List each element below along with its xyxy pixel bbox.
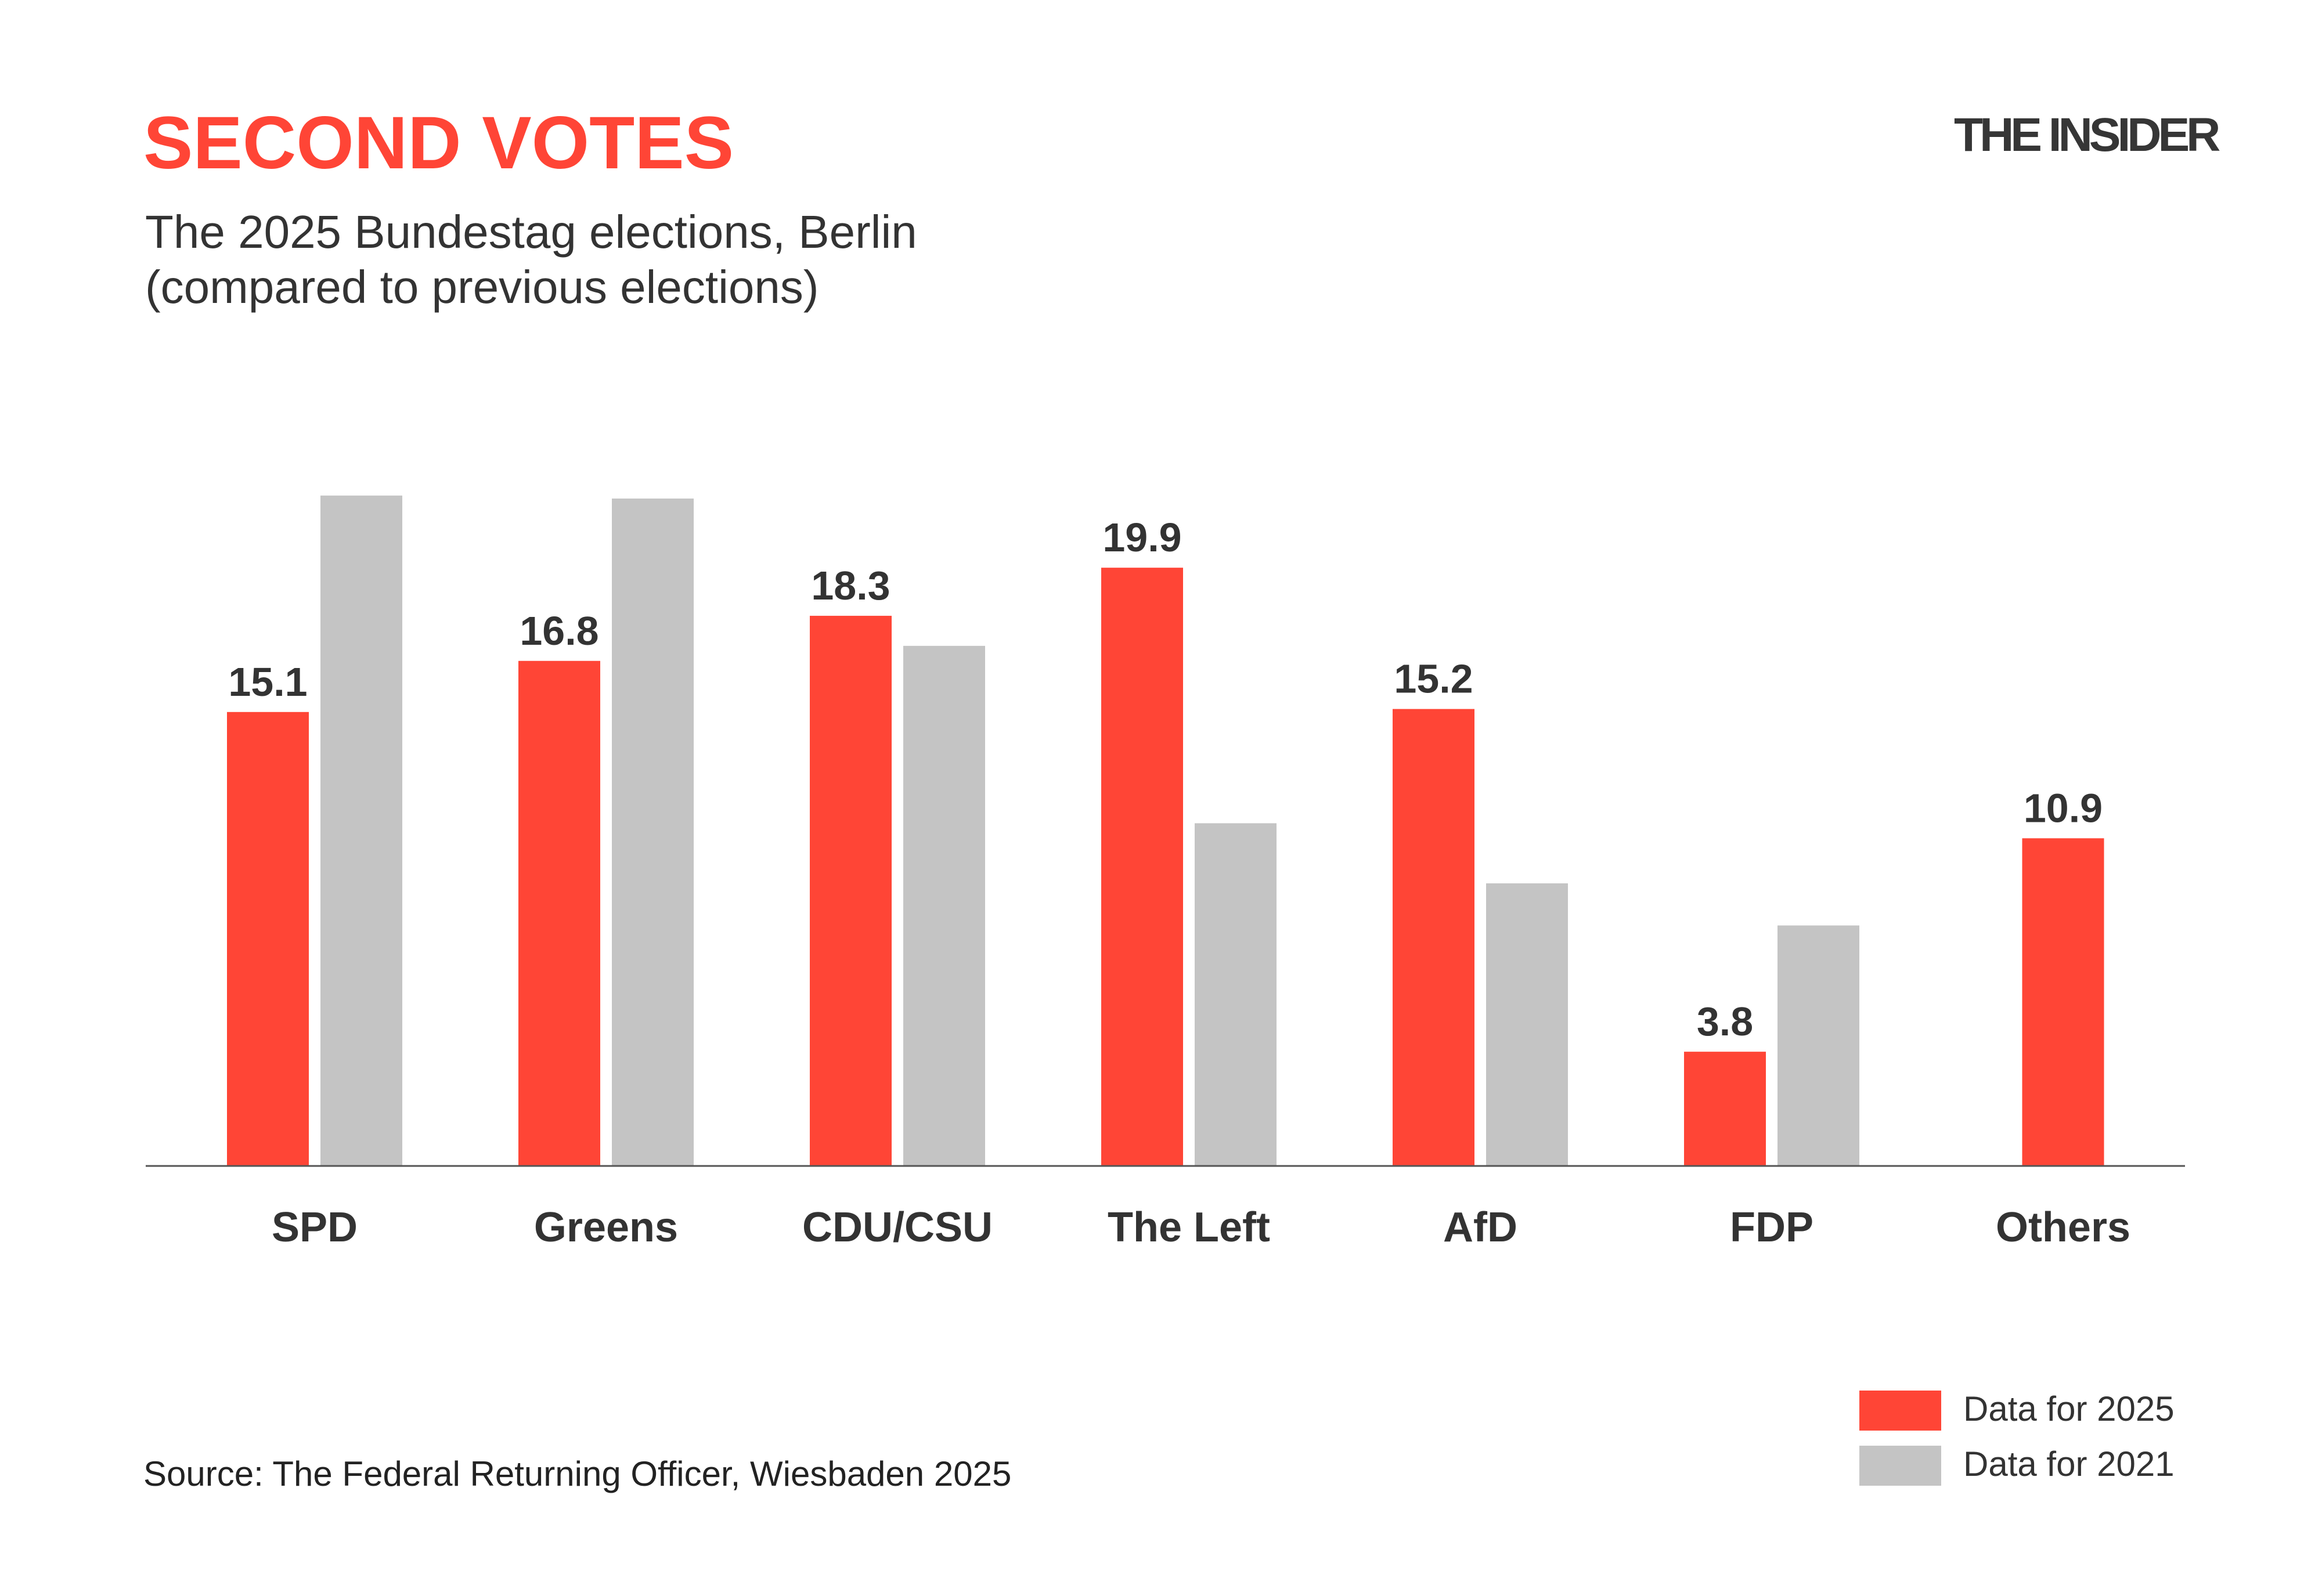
category-label: Greens: [534, 1204, 678, 1251]
legend-swatch-2021: [1859, 1446, 1941, 1486]
value-label: 18.3: [811, 563, 890, 608]
chart-title: SECOND VOTES: [143, 102, 734, 185]
value-label: 10.9: [2024, 785, 2103, 831]
bar-2021-cdu-csu: [903, 645, 985, 1166]
subtitle-line-2: (compared to previous elections): [145, 261, 819, 313]
value-label: 15.2: [1394, 656, 1473, 702]
legend-label-2025: Data for 2025: [1963, 1389, 2175, 1428]
value-label: 16.8: [520, 608, 598, 653]
bar-2021-the-left: [1195, 823, 1277, 1166]
category-label: FDP: [1730, 1204, 1813, 1251]
subtitle-line-1: The 2025 Bundestag elections, Berlin: [145, 206, 917, 258]
bar-2021-fdp: [1777, 925, 1859, 1166]
bar-2025-cdu-csu: [810, 616, 892, 1166]
category-label: SPD: [272, 1204, 358, 1251]
bar-2025-the-left: [1101, 568, 1183, 1167]
bar-2021-spd: [320, 495, 402, 1166]
legend-swatch-2025: [1859, 1391, 1941, 1431]
bar-2021-afd: [1486, 883, 1568, 1166]
source-note: Source: The Federal Returning Officer, W…: [143, 1454, 1011, 1493]
bar-2025-greens: [518, 660, 600, 1166]
category-label: The Left: [1108, 1204, 1270, 1251]
category-label: Others: [1996, 1204, 2130, 1251]
logo: THE INSIDER: [1954, 109, 2220, 161]
value-label: 3.8: [1697, 999, 1753, 1044]
bar-2025-spd: [227, 712, 309, 1166]
category-label: AfD: [1443, 1204, 1517, 1251]
bar-2021-greens: [612, 499, 694, 1166]
bars: 15.1 SPD 16.8 Greens 18.3 CDU/CSU 19.9 The Left…: [227, 495, 2130, 1251]
legend-label-2021: Data for 2021: [1963, 1445, 2175, 1483]
bar-2025-afd: [1393, 709, 1474, 1166]
bar-2025-fdp: [1684, 1052, 1766, 1166]
bar-2025-others: [2022, 838, 2104, 1166]
value-label: 15.1: [228, 659, 307, 705]
category-label: CDU/CSU: [802, 1204, 993, 1251]
value-label: 19.9: [1102, 515, 1181, 560]
